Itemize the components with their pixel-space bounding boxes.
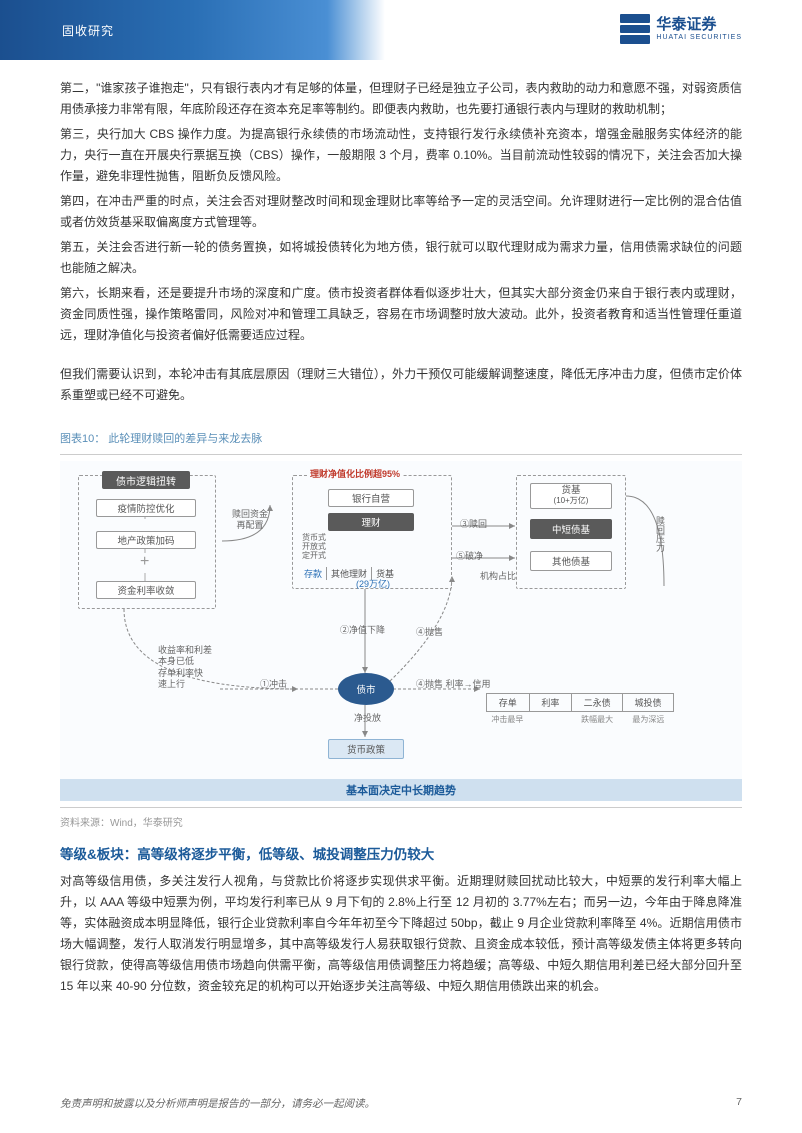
left-item-1: 疫情防控优化 bbox=[96, 499, 196, 517]
left-item-3: 资金利率收敛 bbox=[96, 581, 196, 599]
label-a3: ③赎回 bbox=[460, 517, 487, 530]
right-mmf: 货基 (10+万亿) bbox=[530, 483, 612, 509]
paragraph-3: 第三，央行加大 CBS 操作力度。为提高银行永续债的市场流动性，支持银行发行永续… bbox=[60, 124, 742, 187]
tbl-r1: 冲击最早 bbox=[486, 712, 529, 725]
left-item-2: 地产政策加码 bbox=[96, 531, 196, 549]
diagram-bottom-bar: 基本面决定中长期趋势 bbox=[60, 779, 742, 801]
mid-deposit: 存款 bbox=[304, 567, 322, 580]
mid-wm: 理财 bbox=[328, 513, 414, 531]
tbl-r2: 跌幅最大 bbox=[571, 712, 622, 725]
header-category: 固收研究 bbox=[62, 22, 114, 39]
right-other: 其他债基 bbox=[530, 551, 612, 571]
label-flow5: 赎回压力 bbox=[654, 516, 667, 552]
impact-table: 存单 利率 二永债 城投债 冲击最早 跌幅最大 最为深远 bbox=[482, 689, 678, 729]
plus-icon: + bbox=[140, 553, 149, 571]
monetary-policy: 货币政策 bbox=[328, 739, 404, 759]
label-a1: ①冲击 bbox=[260, 677, 287, 690]
tbl-c2: 利率 bbox=[529, 693, 572, 712]
label-a2: ②净值下降 bbox=[340, 623, 385, 636]
label-flow4: ④抛售 利率→信用 bbox=[416, 677, 491, 690]
paragraph-6: 第六，长期来看，还是要提升市场的深度和广度。债市投资者群体看似逐步壮大，但其实大… bbox=[60, 283, 742, 346]
paragraph-5: 第五，关注会否进行新一轮的债务置换，如将城投债转化为地方债，银行就可以取代理财成… bbox=[60, 237, 742, 279]
tbl-c3: 二永债 bbox=[571, 693, 622, 712]
brand-logo: 华泰证券 HUATAI SECURITIES bbox=[620, 14, 742, 44]
tbl-c1: 存单 bbox=[486, 693, 529, 712]
label-flow2: 收益率和利差 本身已低 存单利率快 速上行 bbox=[158, 645, 228, 690]
mid-wm-sub: 货币式 开放式 定开式 bbox=[302, 533, 326, 561]
figure-source: 资料来源：Wind，华泰研究 bbox=[60, 814, 742, 829]
logo-icon bbox=[620, 14, 650, 44]
paragraph-2: 第二，"谁家孩子谁抱走"，只有银行表内才有足够的体量，但理财子已经是独立子公司，… bbox=[60, 78, 742, 120]
left-title: 债市逻辑扭转 bbox=[102, 471, 190, 489]
footer-disclaimer: 免责声明和披露以及分析师声明是报告的一部分，请务必一起阅读。 bbox=[60, 1096, 375, 1111]
section-body: 对高等级信用债，多关注发行人视角，与贷款比价将逐步实现供求平衡。近期理财赎回扰动… bbox=[60, 871, 742, 997]
page-number: 7 bbox=[736, 1096, 742, 1111]
label-a5: ⑤破净 bbox=[456, 549, 483, 562]
label-a6: 机构占比 bbox=[480, 569, 516, 582]
right-mid: 中短债基 bbox=[530, 519, 612, 539]
figure-title: 图表10： 此轮理财赎回的差异与来龙去脉 bbox=[60, 430, 742, 446]
tbl-r3: 最为深远 bbox=[623, 712, 674, 725]
label-flow3: 净投放 bbox=[354, 711, 381, 724]
center-bond-market: 债市 bbox=[338, 673, 394, 705]
paragraph-conclusion: 但我们需要认识到，本轮冲击有其底层原因（理财三大错位），外力干预仅可能缓解调整速… bbox=[60, 364, 742, 406]
brand-name-en: HUATAI SECURITIES bbox=[656, 34, 742, 41]
brand-name: 华泰证券 bbox=[656, 17, 742, 34]
mid-title: 理财净值化比例超95% bbox=[308, 467, 402, 480]
mid-scale: (29万亿) bbox=[356, 577, 390, 590]
right-mmf-sub: (10+万亿) bbox=[554, 497, 589, 506]
label-flow1: 赎回资金再配置 bbox=[228, 509, 272, 531]
tbl-c4: 城投债 bbox=[622, 693, 674, 712]
label-a4: ④抛售 bbox=[416, 625, 443, 638]
paragraph-4: 第四，在冲击严重的时点，关注会否对理财整改时间和现金理财比率等给予一定的灵活空间… bbox=[60, 191, 742, 233]
figure-diagram: 债市逻辑扭转 疫情防控优化 地产政策加码 + 资金利率收敛 赎回资金再配置 收益… bbox=[60, 461, 742, 801]
mid-bank: 银行自营 bbox=[328, 489, 414, 507]
section-heading: 等级&板块：高等级将逐步平衡，低等级、城投调整压力仍较大 bbox=[60, 843, 742, 863]
